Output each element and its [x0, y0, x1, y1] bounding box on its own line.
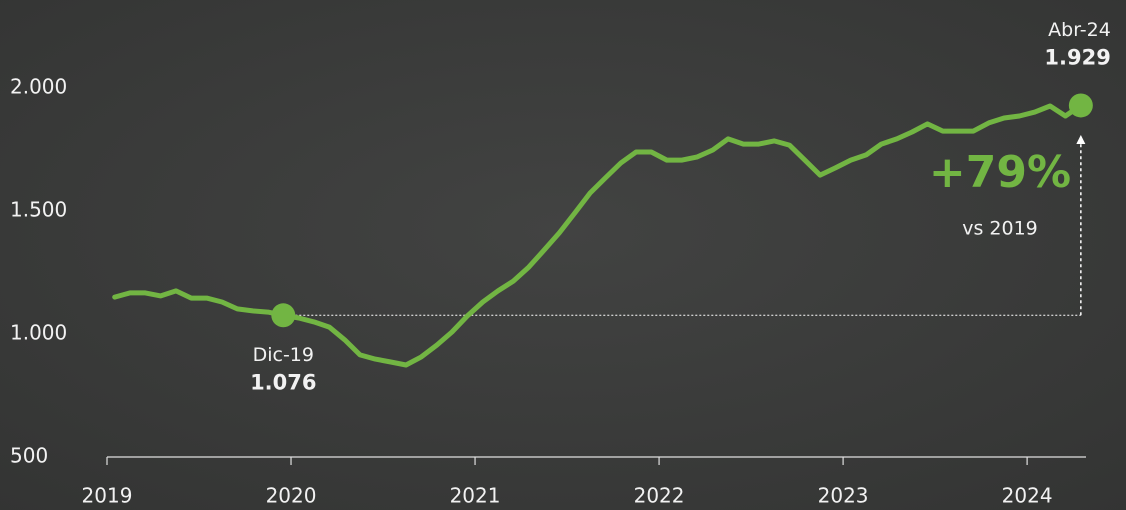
point-marker	[271, 303, 295, 327]
x-tick-label: 2019	[82, 484, 133, 508]
background	[0, 0, 1126, 510]
x-tick-label: 2020	[266, 484, 317, 508]
change-annotation: +79%	[929, 147, 1071, 198]
y-tick-label: 1.000	[10, 321, 67, 345]
y-tick-label: 2.000	[10, 75, 67, 99]
point-label: Abr-24	[1048, 19, 1111, 41]
point-label: Dic-19	[253, 344, 314, 366]
chart: +79% vs 2019 500 1.000 1.500 2.000 2019 2020 2…	[0, 0, 1126, 510]
x-tick-label: 2023	[818, 484, 869, 508]
value-label: 1.929	[1044, 45, 1110, 69]
y-tick-label: 1.500	[10, 198, 67, 222]
value-label: 1.076	[250, 370, 316, 394]
x-tick-label: 2024	[1002, 484, 1053, 508]
change-note: vs 2019	[962, 218, 1038, 240]
x-tick-label: 2021	[450, 484, 501, 508]
point-marker	[1069, 93, 1093, 117]
y-tick-label: 500	[10, 444, 48, 468]
x-tick-label: 2022	[634, 484, 685, 508]
